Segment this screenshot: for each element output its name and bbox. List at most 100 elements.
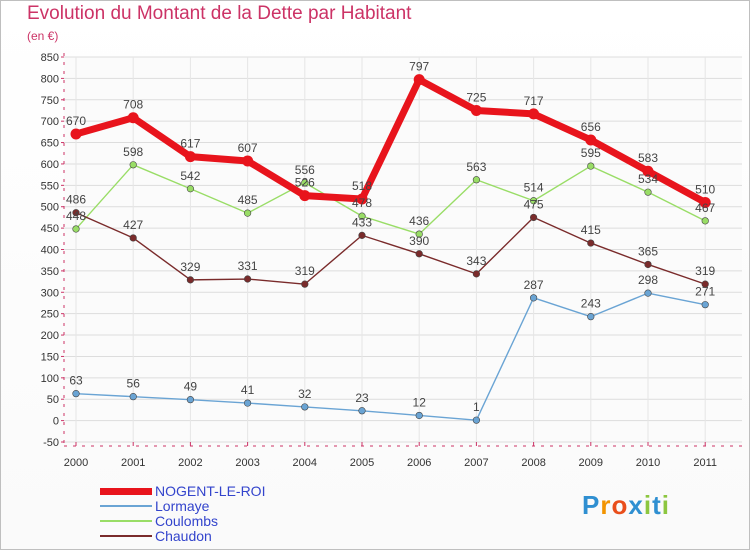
- x-tick-label: 2004: [293, 457, 317, 469]
- y-tick-label: 800: [41, 73, 59, 85]
- data-point: [244, 209, 252, 217]
- data-label: 556: [295, 163, 315, 177]
- data-point: [184, 151, 196, 163]
- x-tick-label: 2009: [579, 457, 603, 469]
- y-tick-label: 250: [41, 309, 59, 321]
- data-point: [301, 403, 309, 411]
- legend-swatch: [100, 488, 152, 495]
- x-tick-label: 2005: [350, 457, 374, 469]
- data-point: [301, 280, 309, 288]
- data-point: [472, 416, 481, 424]
- y-tick-label: 600: [41, 159, 59, 171]
- legend-swatch: [100, 520, 152, 522]
- chart-title: Evolution du Montant de la Dette par Hab…: [27, 3, 412, 24]
- x-tick-label: 2002: [178, 457, 202, 469]
- data-label: 365: [638, 244, 658, 258]
- y-tick-label: 850: [41, 52, 59, 64]
- data-point: [72, 225, 80, 233]
- data-point: [186, 185, 194, 193]
- data-label: 534: [638, 172, 658, 186]
- data-label: 433: [352, 215, 372, 229]
- data-label: 583: [638, 151, 658, 165]
- y-tick-label: 350: [41, 266, 59, 278]
- data-point: [70, 128, 82, 140]
- data-label: 41: [241, 383, 255, 397]
- y-tick-label: 100: [41, 373, 59, 385]
- data-point: [701, 280, 709, 288]
- data-point: [470, 104, 482, 116]
- data-point: [129, 161, 137, 169]
- data-label: 427: [123, 218, 143, 232]
- data-label: 49: [184, 380, 198, 394]
- data-point: [358, 407, 366, 415]
- data-label: 319: [295, 264, 315, 278]
- y-tick-label: 50: [47, 394, 59, 406]
- data-label: 485: [238, 193, 258, 207]
- data-label: 448: [66, 209, 86, 223]
- data-label: 12: [413, 395, 427, 409]
- y-tick-label: 0: [53, 416, 59, 428]
- data-label: 390: [409, 234, 429, 248]
- data-label: 708: [123, 98, 143, 112]
- logo-letter: i: [661, 490, 670, 520]
- y-tick-label: 750: [41, 95, 59, 107]
- legend-label: NOGENT-LE-ROI: [155, 483, 266, 499]
- data-point: [529, 213, 538, 222]
- series-line-lormaye: [75, 292, 706, 421]
- data-label: 607: [238, 141, 258, 155]
- logo-letter: o: [611, 490, 629, 520]
- data-point: [242, 155, 254, 167]
- data-point: [358, 231, 366, 239]
- data-label: 343: [466, 254, 486, 268]
- data-point: [644, 289, 652, 297]
- data-point: [415, 230, 423, 238]
- legend-swatch: [100, 505, 152, 507]
- data-labels: 670 708 617 607 526 518 797 725 717 656 583 510 63 56…: [66, 60, 716, 415]
- data-label: 1: [473, 400, 480, 414]
- data-label: 475: [524, 197, 544, 211]
- data-point: [72, 390, 80, 398]
- series-line-chaudon: [75, 212, 706, 285]
- data-label: 656: [581, 120, 601, 134]
- x-tick-label: 2006: [407, 457, 431, 469]
- data-label: 436: [409, 214, 429, 228]
- data-point: [701, 217, 709, 225]
- data-label: 331: [238, 259, 258, 273]
- logo-letter: r: [600, 490, 612, 520]
- data-label: 542: [180, 169, 200, 183]
- data-label: 329: [180, 260, 200, 274]
- y-tick-label: -50: [43, 437, 59, 449]
- logo-letter: t: [652, 490, 662, 520]
- y-tick-label: 550: [41, 180, 59, 192]
- y-tick-label: 200: [41, 330, 59, 342]
- proxiti-logo: Proxiti: [582, 490, 670, 521]
- legend-swatch: [100, 535, 152, 537]
- data-point: [129, 393, 137, 401]
- data-label: 319: [695, 264, 715, 278]
- data-point: [356, 193, 368, 205]
- series-line-coulombs: [75, 164, 706, 235]
- series-lines: [70, 74, 711, 424]
- data-point: [186, 396, 194, 404]
- data-point: [301, 179, 309, 187]
- data-label: 486: [66, 193, 86, 207]
- data-point: [413, 74, 425, 86]
- data-point: [415, 411, 423, 420]
- legend-label: Chaudon: [155, 528, 212, 544]
- y-tick-label: 150: [41, 351, 59, 363]
- data-point: [529, 294, 538, 302]
- x-tick-label: 2011: [693, 457, 717, 469]
- data-label: 467: [695, 201, 715, 215]
- data-label: 287: [524, 278, 544, 292]
- y-tick-label: 700: [41, 116, 59, 128]
- logo-letter: P: [582, 490, 601, 520]
- data-point: [701, 301, 709, 309]
- x-tick-label: 2000: [64, 457, 88, 469]
- legend-label: Coulombs: [155, 513, 219, 529]
- y-tick-label: 650: [41, 138, 59, 150]
- data-label: 563: [466, 160, 486, 174]
- data-label: 598: [123, 145, 143, 159]
- data-point: [699, 196, 711, 208]
- data-point: [644, 188, 652, 196]
